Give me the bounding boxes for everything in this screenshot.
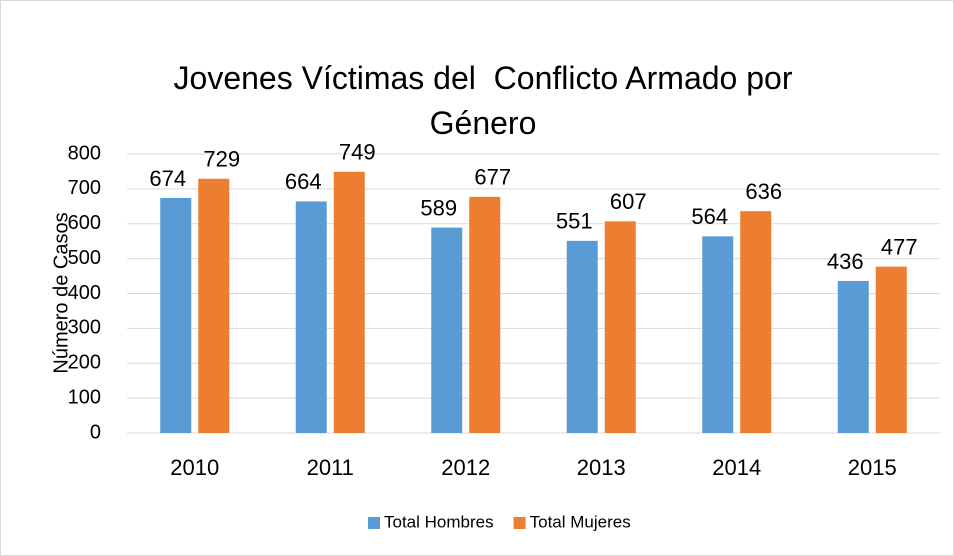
y-axis-label: Número de Casos	[50, 212, 72, 373]
bar	[160, 197, 192, 433]
bar	[702, 236, 734, 433]
bar	[198, 178, 230, 433]
data-label: 589	[420, 195, 457, 220]
y-tick-label: 600	[68, 212, 101, 234]
bar	[604, 221, 636, 433]
y-tick-label: 300	[68, 317, 101, 339]
legend-label: Total Mujeres	[530, 512, 631, 531]
data-label: 636	[745, 179, 782, 204]
x-tick-label: 2015	[848, 455, 897, 480]
x-tick-label: 2013	[577, 455, 626, 480]
data-label: 564	[691, 204, 728, 229]
data-label: 677	[474, 165, 511, 190]
bar	[740, 211, 772, 433]
data-label: 607	[610, 189, 647, 214]
bar	[333, 171, 365, 433]
legend-swatch	[368, 517, 380, 529]
y-tick-label: 700	[68, 177, 101, 199]
y-tick-label: 400	[68, 282, 101, 304]
data-label: 664	[285, 169, 322, 194]
y-tick-label: 500	[68, 247, 101, 269]
bar	[837, 280, 869, 433]
bar	[295, 201, 327, 433]
data-label: 729	[203, 147, 240, 172]
data-label: 436	[827, 249, 864, 274]
bar	[431, 227, 463, 433]
data-label: 551	[556, 209, 593, 234]
data-label: 749	[339, 140, 376, 165]
y-tick-label: 200	[68, 352, 101, 374]
x-tick-label: 2010	[170, 455, 219, 480]
data-label: 674	[149, 166, 186, 191]
legend-label: Total Hombres	[384, 512, 494, 531]
x-tick-label: 2014	[712, 455, 761, 480]
x-tick-label: 2012	[441, 455, 490, 480]
bar	[469, 196, 501, 433]
bar	[875, 266, 907, 433]
data-label: 477	[881, 234, 918, 259]
legend-swatch	[513, 517, 526, 529]
y-tick-label: 100	[68, 386, 101, 408]
chart-title: Jovenes Víctimas del Conflicto Armado po…	[173, 60, 793, 141]
y-tick-label: 0	[90, 421, 101, 443]
x-tick-label: 2011	[307, 455, 354, 480]
bar	[566, 240, 598, 433]
y-tick-label: 800	[68, 142, 101, 164]
